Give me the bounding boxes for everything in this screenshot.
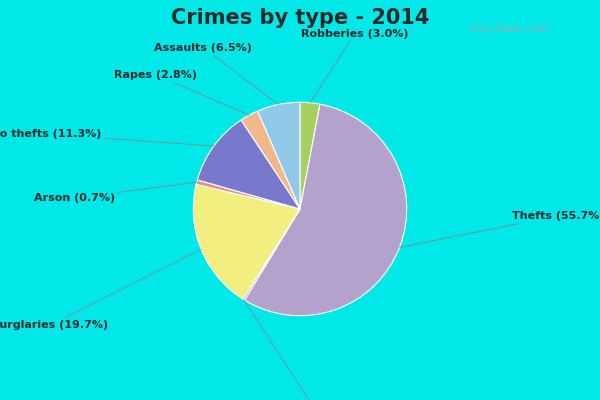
Text: Robberies (3.0%): Robberies (3.0%) [301, 29, 409, 103]
Text: Arson (0.7%): Arson (0.7%) [34, 182, 197, 203]
Text: Murders (0.3%): Murders (0.3%) [244, 300, 362, 400]
Wedge shape [300, 102, 320, 209]
Wedge shape [196, 180, 300, 209]
Wedge shape [197, 120, 300, 209]
Text: Crimes by type - 2014: Crimes by type - 2014 [171, 8, 429, 28]
Text: Thefts (55.7%): Thefts (55.7%) [400, 211, 600, 247]
Wedge shape [241, 111, 300, 209]
Text: Assaults (6.5%): Assaults (6.5%) [154, 42, 278, 104]
Wedge shape [245, 104, 407, 316]
Wedge shape [257, 102, 300, 209]
Wedge shape [243, 209, 300, 300]
Text: Auto thefts (11.3%): Auto thefts (11.3%) [0, 129, 214, 146]
Text: Burglaries (19.7%): Burglaries (19.7%) [0, 249, 201, 330]
Text: Rapes (2.8%): Rapes (2.8%) [115, 70, 249, 115]
Text: City-Data.com: City-Data.com [469, 24, 549, 34]
Wedge shape [193, 184, 300, 299]
